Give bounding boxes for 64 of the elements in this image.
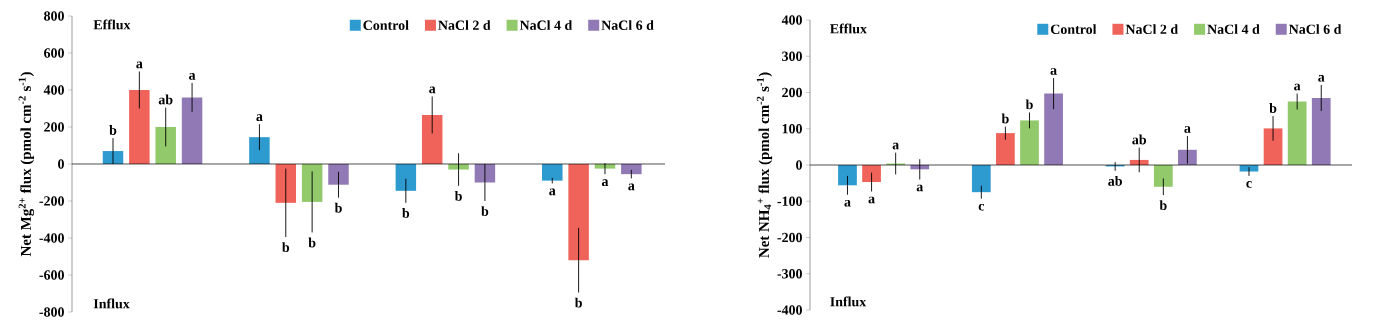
legend-label: NaCl 2 d	[438, 20, 491, 30]
y-tick-label: -200	[39, 196, 64, 206]
y-tick-label: 200	[782, 87, 802, 98]
data-label: a	[628, 183, 635, 191]
annotation: Influx	[830, 296, 867, 307]
y-tick-label: -100	[777, 196, 802, 206]
y-tick-label: 600	[44, 48, 64, 58]
data-label: a	[1318, 75, 1325, 82]
data-label: a	[916, 184, 924, 192]
data-label: a	[1050, 68, 1057, 75]
data-label: a	[601, 179, 609, 187]
data-label: ab	[1108, 175, 1122, 186]
legend-label: NaCl 6 d	[601, 20, 654, 30]
data-label: a	[429, 86, 436, 94]
legend-label: NaCl 6 d	[1288, 24, 1342, 35]
y-tick-label: 400	[781, 15, 802, 25]
data-label: b	[1025, 99, 1033, 110]
legend-label: NaCl 4 d	[1207, 24, 1260, 35]
y-axis-title: Net Mg$^{2+}$ flux (pmol cm$^{-2}$ s$^{-1}$)	[18, 72, 35, 257]
data-label: a	[844, 199, 851, 207]
data-label: c	[978, 203, 985, 211]
y-tick-label: 200	[44, 122, 64, 132]
data-label: a	[136, 61, 143, 69]
legend-label: NaCl 2 d	[1125, 24, 1178, 35]
data-label: a	[189, 73, 196, 80]
legend-label: Control	[363, 20, 409, 30]
data-label: b	[334, 202, 342, 213]
annotation: Efflux	[830, 23, 867, 34]
legend-label: Control	[1050, 24, 1097, 35]
y-tick-label: 100	[782, 124, 802, 134]
data-label: b	[1001, 113, 1009, 124]
data-label: a	[1184, 126, 1191, 133]
data-label: b	[402, 208, 410, 218]
y-tick-label: 800	[44, 11, 64, 21]
annotation: Influx	[93, 298, 130, 309]
y-tick-label: 300	[782, 51, 802, 61]
legend-label: NaCl 4 d	[519, 20, 573, 30]
y-tick-label: -200	[777, 232, 802, 243]
y-tick-label: -800	[39, 307, 64, 317]
data-label: a	[1294, 83, 1301, 91]
y-tick-label: -300	[777, 269, 802, 279]
data-label: b	[481, 206, 489, 216]
data-label: b	[574, 297, 582, 308]
data-label: b	[1269, 103, 1277, 113]
data-label: a	[256, 114, 263, 122]
data-label: b	[1159, 200, 1167, 211]
annotation: Efflux	[93, 19, 131, 30]
data-label: c	[1246, 181, 1252, 188]
y-tick-label: -600	[39, 270, 64, 280]
data-label: b	[109, 125, 117, 135]
y-tick-label: 0	[796, 160, 802, 170]
y-tick-label: 0	[58, 159, 64, 169]
y-tick-label: -400	[39, 233, 64, 243]
data-label: b	[454, 190, 462, 201]
data-label: ab	[1132, 134, 1147, 145]
y-axis-title: Net NH$_{4}$$^{+}$ flux (pmol cm$^{-2}$ s$^{-1}$)	[756, 72, 773, 258]
data-label: ab	[158, 94, 173, 105]
data-label: a	[892, 142, 899, 150]
data-label: a	[549, 188, 556, 196]
y-tick-label: 400	[43, 85, 64, 95]
data-label: a	[868, 196, 875, 204]
data-label: b	[308, 237, 316, 248]
y-tick-label: -400	[777, 305, 802, 315]
data-label: b	[282, 242, 290, 253]
